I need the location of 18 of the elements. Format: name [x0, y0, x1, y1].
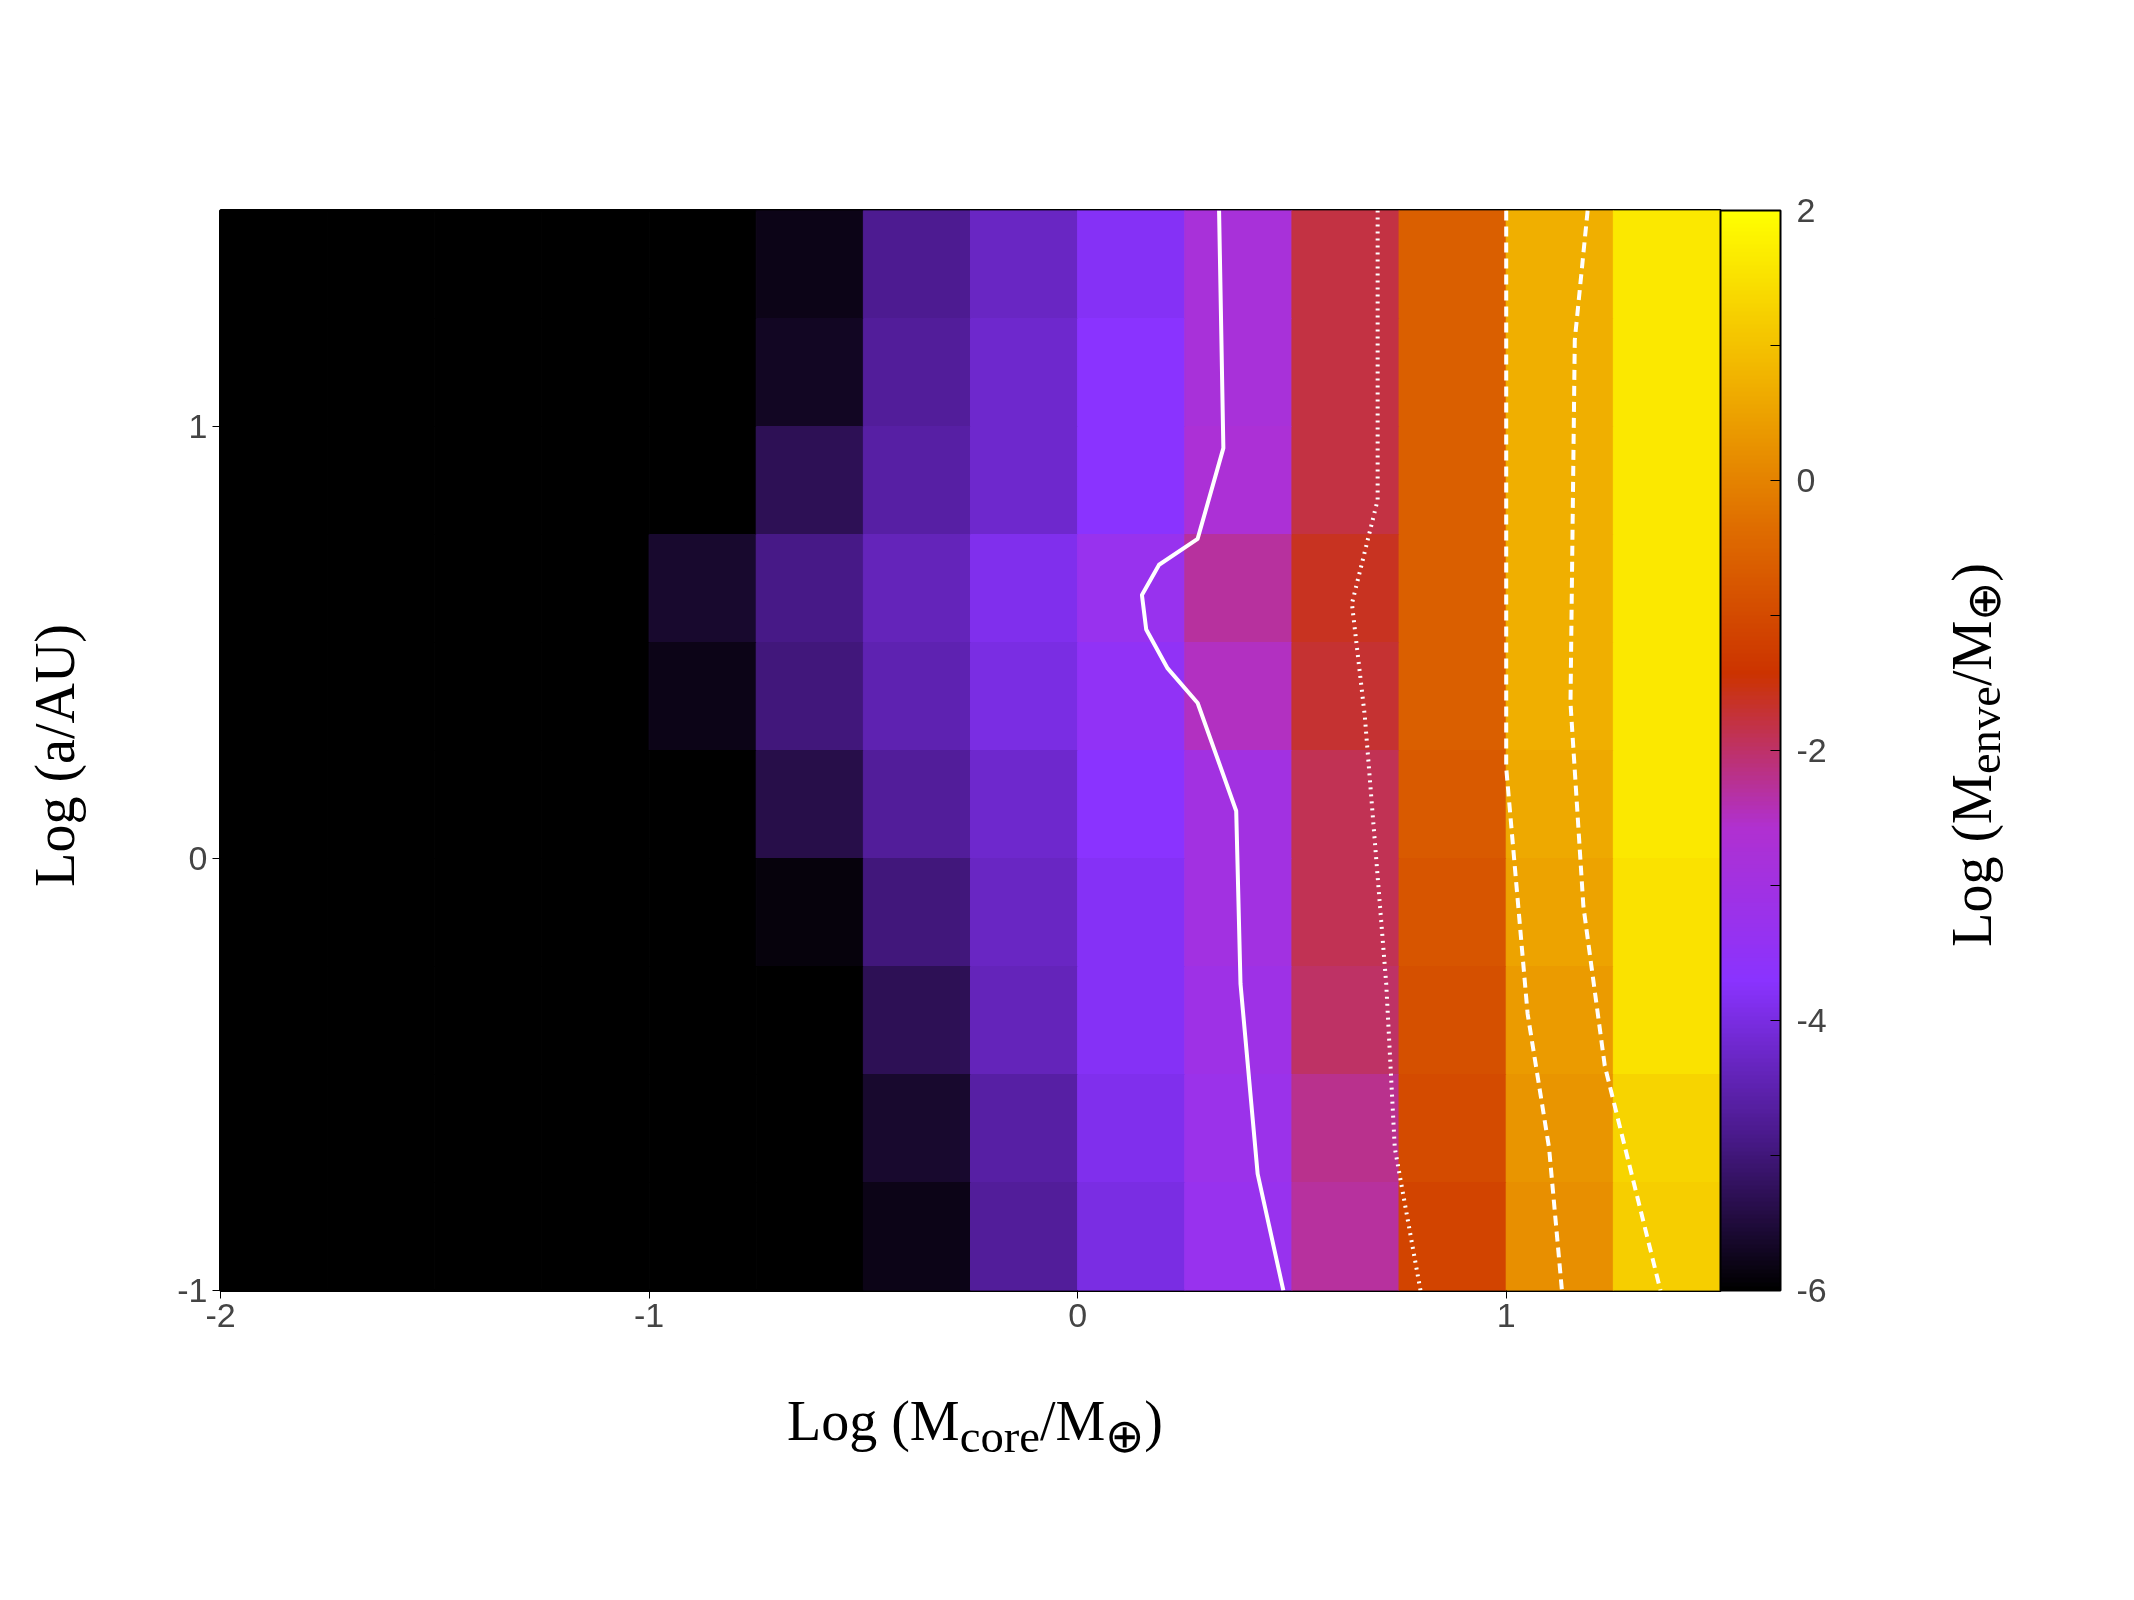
- x-tick-label: 0: [1068, 1295, 1088, 1334]
- line-series: [1568, 210, 1663, 1291]
- color-bar-label: 0: [1796, 461, 1816, 499]
- x-tick-label: -1: [633, 1295, 665, 1334]
- y-tick-label: 0: [188, 839, 208, 877]
- line-series: [1139, 210, 1286, 1291]
- color-bar-label: -4: [1796, 1001, 1827, 1039]
- x-tick-label: 1: [1496, 1295, 1516, 1334]
- xlabel: Log (M$_{core}$/M$_{⊕}$): [786, 1388, 1164, 1464]
- color-bar-label: -2: [1796, 731, 1827, 769]
- line-series: [1349, 210, 1423, 1291]
- color-bar-label: 2: [1796, 191, 1816, 229]
- y-tick-label: -1: [177, 1271, 208, 1309]
- line-series: [1504, 210, 1564, 1291]
- x-tick-label: -2: [205, 1295, 236, 1334]
- ylabel: Log (a/AU): [23, 622, 87, 889]
- color-bar-label: -6: [1796, 1271, 1827, 1309]
- y-tick-label: 1: [188, 407, 208, 445]
